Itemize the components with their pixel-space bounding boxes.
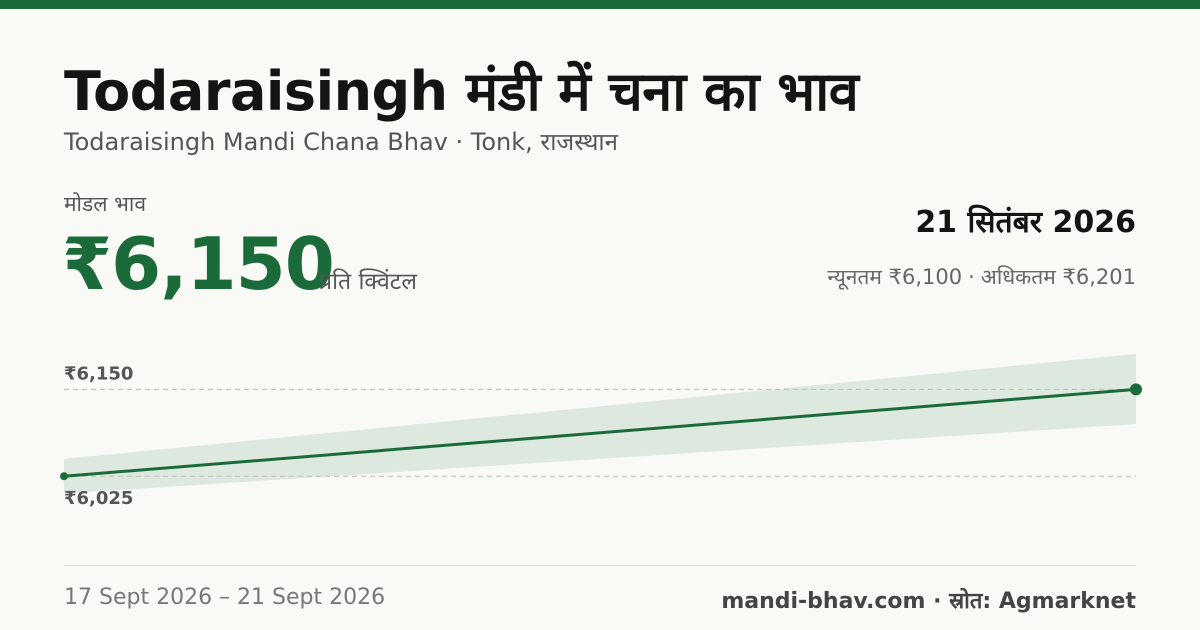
price-date: 21 सितंबर 2026 — [915, 205, 1136, 240]
page-subtitle: Todaraisingh Mandi Chana Bhav · Tonk, रा… — [64, 128, 618, 156]
data-point-start — [60, 472, 68, 481]
data-point-end — [1130, 383, 1142, 396]
price-trend-line — [63, 387, 1137, 478]
page-title: Todaraisingh मंडी में चना का भाव — [64, 60, 859, 123]
model-price-value: ₹6,150 — [62, 222, 335, 306]
range-separator: · — [968, 265, 975, 289]
price-unit: प्रति क्विंटल — [319, 269, 417, 295]
model-price-label: मोडल भाव — [64, 192, 147, 216]
price-range-band — [64, 353, 1136, 494]
date-range: 17 Sept 2026 – 21 Sept 2026 — [64, 585, 386, 610]
max-price: अधिकतम ₹6,201 — [980, 265, 1136, 289]
reference-label-high: ₹6,150 — [64, 363, 133, 384]
price-range: न्यूनतम ₹6,100 · अधिकतम ₹6,201 — [827, 263, 1136, 291]
footer-divider — [64, 565, 1136, 566]
top-accent-bar — [0, 0, 1200, 9]
min-price: न्यूनतम ₹6,100 — [827, 265, 963, 289]
source-credit: mandi-bhav.com · स्रोत: Agmarknet — [721, 589, 1136, 614]
reference-label-low: ₹6,025 — [64, 488, 133, 509]
